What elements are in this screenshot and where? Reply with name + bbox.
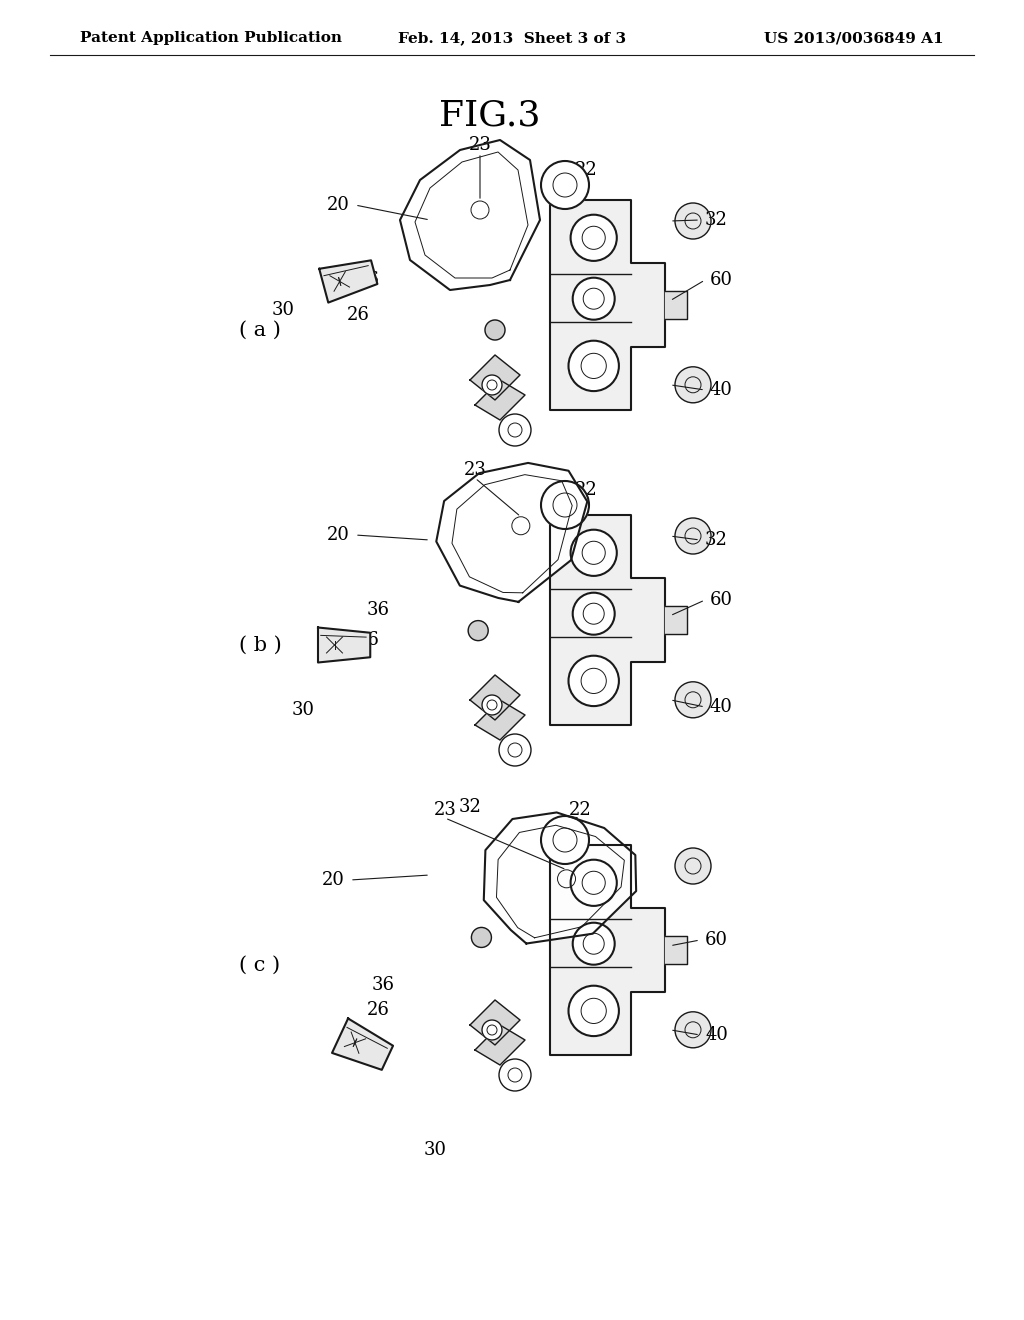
- Text: 22: 22: [575, 161, 598, 180]
- Text: 30: 30: [424, 1140, 446, 1159]
- Text: 60: 60: [710, 591, 733, 609]
- Polygon shape: [470, 675, 520, 719]
- Text: ( b ): ( b ): [239, 635, 282, 655]
- Polygon shape: [550, 515, 665, 725]
- Polygon shape: [475, 380, 525, 420]
- Circle shape: [482, 1020, 502, 1040]
- Circle shape: [541, 480, 589, 529]
- Circle shape: [468, 620, 488, 640]
- Text: 32: 32: [705, 211, 728, 228]
- Circle shape: [572, 923, 614, 965]
- Polygon shape: [400, 140, 540, 290]
- Circle shape: [570, 529, 616, 576]
- Text: 26: 26: [368, 1001, 390, 1019]
- Text: 60: 60: [705, 931, 728, 949]
- Polygon shape: [318, 627, 371, 663]
- Text: 20: 20: [323, 871, 345, 888]
- Polygon shape: [475, 1026, 525, 1065]
- Text: ( a ): ( a ): [239, 321, 281, 339]
- Text: 32: 32: [705, 531, 728, 549]
- Text: ( c ): ( c ): [240, 956, 281, 974]
- Polygon shape: [475, 700, 525, 741]
- Circle shape: [485, 319, 505, 341]
- Text: 36: 36: [372, 975, 395, 994]
- Circle shape: [675, 847, 711, 884]
- Text: 26: 26: [357, 631, 380, 649]
- Text: 40: 40: [705, 1026, 728, 1044]
- Text: 23: 23: [469, 136, 492, 154]
- Circle shape: [541, 161, 589, 209]
- Polygon shape: [319, 260, 378, 302]
- Text: 23: 23: [433, 801, 457, 818]
- Circle shape: [675, 682, 711, 718]
- Text: 22: 22: [568, 801, 592, 818]
- Text: 20: 20: [327, 195, 350, 214]
- Polygon shape: [665, 936, 687, 964]
- Text: 32: 32: [459, 799, 481, 816]
- Circle shape: [570, 215, 616, 261]
- Polygon shape: [665, 290, 687, 319]
- Circle shape: [499, 1059, 531, 1092]
- Circle shape: [541, 816, 589, 865]
- Polygon shape: [436, 463, 588, 602]
- Text: 30: 30: [292, 701, 315, 719]
- Polygon shape: [550, 201, 665, 411]
- Text: 36: 36: [367, 601, 390, 619]
- Text: 40: 40: [710, 381, 733, 399]
- Circle shape: [482, 696, 502, 715]
- Text: Patent Application Publication: Patent Application Publication: [80, 30, 342, 45]
- Circle shape: [471, 928, 492, 948]
- Circle shape: [568, 656, 618, 706]
- Circle shape: [568, 986, 618, 1036]
- Circle shape: [675, 203, 711, 239]
- Circle shape: [675, 517, 711, 554]
- Circle shape: [675, 367, 711, 403]
- Polygon shape: [470, 1001, 520, 1045]
- Circle shape: [499, 734, 531, 766]
- Text: 20: 20: [327, 525, 350, 544]
- Circle shape: [499, 414, 531, 446]
- Text: 30: 30: [272, 301, 295, 319]
- Text: 60: 60: [710, 271, 733, 289]
- Circle shape: [675, 1012, 711, 1048]
- Circle shape: [572, 277, 614, 319]
- Polygon shape: [665, 606, 687, 634]
- Text: 22: 22: [575, 480, 598, 499]
- Polygon shape: [332, 1019, 393, 1069]
- Polygon shape: [483, 812, 636, 944]
- Text: 36: 36: [357, 271, 380, 289]
- Text: 26: 26: [347, 306, 370, 323]
- Text: Feb. 14, 2013  Sheet 3 of 3: Feb. 14, 2013 Sheet 3 of 3: [398, 30, 626, 45]
- Text: 23: 23: [464, 461, 486, 479]
- Polygon shape: [550, 845, 665, 1055]
- Circle shape: [568, 341, 618, 391]
- Circle shape: [570, 859, 616, 906]
- Text: FIG.3: FIG.3: [439, 98, 541, 132]
- Text: US 2013/0036849 A1: US 2013/0036849 A1: [764, 30, 944, 45]
- Polygon shape: [470, 355, 520, 400]
- Circle shape: [482, 375, 502, 395]
- Circle shape: [572, 593, 614, 635]
- Text: 40: 40: [710, 698, 733, 715]
